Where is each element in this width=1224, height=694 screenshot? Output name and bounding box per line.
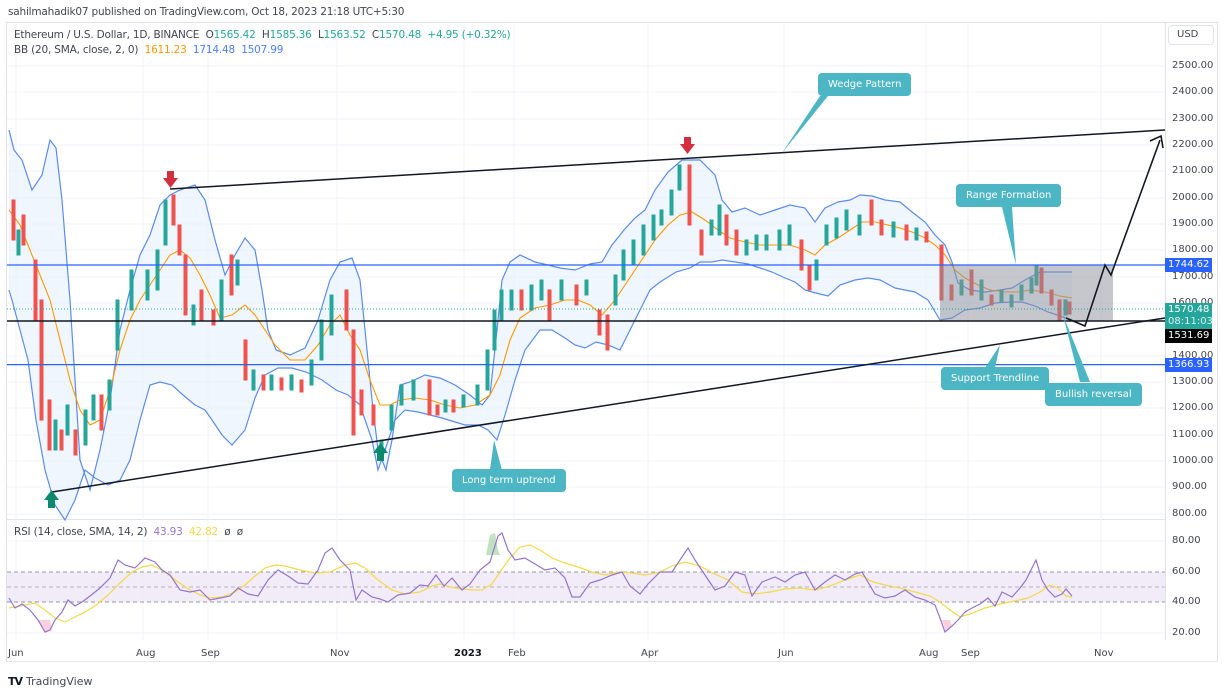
symbol-title[interactable]: Ethereum / U.S. Dollar, 1D, BINANCE [14,29,200,41]
arrow-down-icon [680,137,695,154]
tradingview-logo-icon: TV [8,675,23,688]
wedge-upper-line [169,129,1166,190]
rsi-line [8,532,1073,634]
range-box [940,265,1113,321]
bb-lower [8,259,1073,522]
bb-fill [9,130,1072,520]
bb-basis-value: 1611.23 [144,44,187,56]
change-value: +4.95 (+0.32%) [427,29,511,41]
open-value: 1565.42 [213,29,256,41]
rsi-value: 43.93 [153,526,183,538]
publisher-line: sahilmahadik07 published on TradingView.… [8,6,405,18]
wedge-lower-line [51,317,1166,493]
tradingview-brand: TradingView [26,675,93,688]
currency-button[interactable]: USD [1168,25,1214,45]
bb-lower-value: 1507.99 [241,44,284,56]
projection-arrowhead [1149,134,1164,149]
arrow-up-icon [44,490,59,508]
callout-tail-uptrend [490,440,502,470]
callout-wedge-pattern[interactable]: Wedge Pattern [818,73,912,96]
low-value: 1563.52 [323,29,366,41]
callout-support-trendline[interactable]: Support Trendline [941,367,1050,390]
main-legend: Ethereum / U.S. Dollar, 1D, BINANCE O156… [14,28,511,58]
pane-separator[interactable] [6,519,1166,520]
rsi-legend: RSI (14, close, SMA, 14, 2) 43.93 42.82 … [14,526,243,538]
trendline-price-tag: 1531.69 [1165,329,1212,343]
callout-range-formation[interactable]: Range Formation [956,184,1062,207]
callout-bullish-reversal[interactable]: Bullish reversal [1045,383,1142,406]
bb-upper-value: 1714.48 [192,44,235,56]
callout-tail-bullish [1063,315,1090,382]
arrow-up-icon [373,443,388,461]
rsi-overbought-fill [486,533,500,555]
close-value: 1570.48 [379,29,422,41]
tradingview-logo[interactable]: TV TradingView [8,675,93,688]
rsi-oversold-fill-2 [942,620,952,632]
high-value: 1585.36 [269,29,312,41]
support-price-tag: 1366.93 [1165,358,1212,372]
callout-tail-range [1002,207,1016,265]
rsi-label[interactable]: RSI (14, close, SMA, 14, 2) [14,526,148,538]
bb-basis [8,209,1073,426]
callout-tail-support [985,345,1000,368]
bb-upper [8,129,1072,493]
bb-row: BB (20, SMA, close, 2, 0) 1611.23 1714.4… [14,43,510,58]
bar-countdown: 08:11:03 [1168,316,1213,327]
resistance-price-tag: 1744.62 [1165,258,1212,272]
rsi-band [7,572,1165,602]
rsi-oversold-fill [38,620,52,633]
bb-label[interactable]: BB (20, SMA, close, 2, 0) [14,44,139,56]
last-price-tag: 1570.48 08:11:03 [1165,303,1213,329]
chart-frame [6,22,1218,662]
rsi-ma-value: 42.82 [188,526,218,538]
callout-tail-wedge [782,96,828,153]
callout-long-term-uptrend[interactable]: Long term uptrend [452,469,566,492]
arrow-down-icon [163,171,178,188]
projection-path [1065,139,1161,328]
ohlc-row: Ethereum / U.S. Dollar, 1D, BINANCE O156… [14,29,511,41]
